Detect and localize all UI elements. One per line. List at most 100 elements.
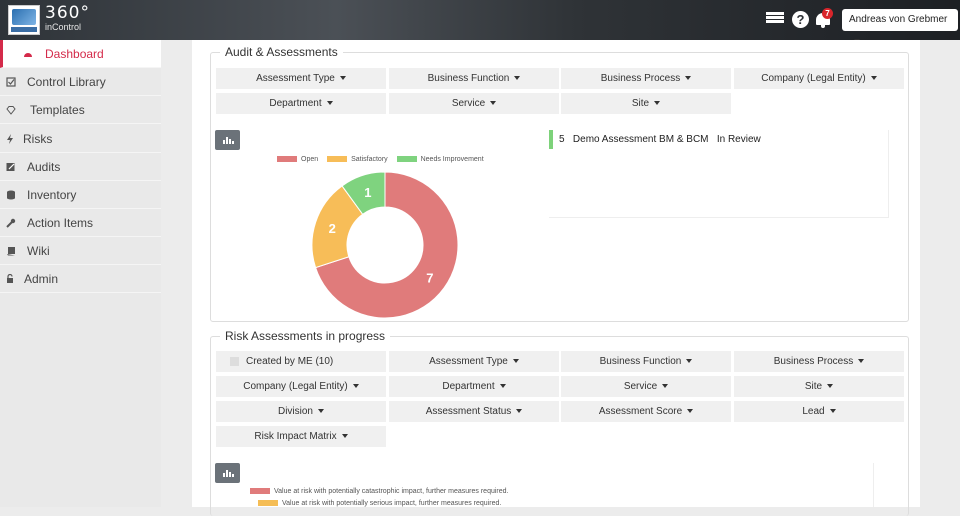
- donut-slice-needs-improvement[interactable]: [341, 171, 386, 215]
- filter-label: Site: [804, 381, 823, 392]
- sidebar-item-risks[interactable]: Risks: [0, 125, 161, 153]
- caret-icon: [687, 409, 694, 414]
- risk-filter-business-process[interactable]: Business Process: [734, 351, 904, 372]
- risk-section: Risk Assessments in progress: [210, 329, 909, 516]
- filter-department[interactable]: Department: [216, 93, 386, 114]
- wrench-icon: [6, 218, 16, 228]
- dashboard-icon: [24, 53, 32, 57]
- risk-filter-division[interactable]: Division: [216, 401, 386, 422]
- filter-label: Business Process: [773, 356, 854, 367]
- checkbox[interactable]: [230, 356, 239, 366]
- caret-icon: [326, 101, 333, 106]
- status-donut-chart: 7 2 1: [311, 171, 459, 319]
- caret-icon: [339, 76, 346, 81]
- filter-label: Company (Legal Entity): [243, 381, 348, 392]
- assessment-status: In Review: [716, 134, 761, 145]
- caret-icon: [499, 384, 506, 389]
- filter-label: Service: [623, 381, 658, 392]
- filter-label: Service: [451, 98, 486, 109]
- sidebar-item-wiki[interactable]: Wiki: [0, 237, 161, 265]
- caret-icon: [829, 409, 836, 414]
- risk-chart-toggle-button[interactable]: [215, 463, 240, 483]
- brand: 360° inControl: [45, 4, 90, 32]
- filter-label: Business Process: [600, 73, 681, 84]
- filter-label: Assessment Type: [429, 356, 508, 367]
- legend-item-satisfactory: Satisfactory: [327, 156, 388, 163]
- assessment-item[interactable]: 5 Demo Assessment BM & BCM In Review: [559, 134, 761, 145]
- sidebar-item-control-library[interactable]: Control Library: [0, 68, 161, 96]
- risk-filter-site[interactable]: Site: [734, 376, 904, 397]
- sidebar-item-inventory[interactable]: Inventory: [0, 181, 161, 209]
- risk-filter-department[interactable]: Department: [389, 376, 559, 397]
- filter-label: Business Function: [427, 73, 510, 84]
- risk-filter-business-function[interactable]: Business Function: [561, 351, 731, 372]
- filter-label: Department: [442, 381, 495, 392]
- donut-label-needs-improvement: 1: [364, 185, 371, 200]
- status-indicator: [549, 130, 553, 149]
- sidebar-item-admin[interactable]: Admin: [0, 265, 161, 293]
- risk-filter-lead[interactable]: Lead: [734, 401, 904, 422]
- risk-legend-item-serious: Value at risk with potentially serious i…: [258, 500, 501, 507]
- filter-label: Division: [277, 406, 313, 417]
- chart-toggle-button[interactable]: [215, 130, 240, 150]
- sidebar-item-templates[interactable]: Templates: [0, 96, 161, 124]
- user-name: Andreas von Grebmer: [849, 14, 948, 25]
- filter-label: Assessment Score: [598, 406, 683, 417]
- sidebar-item-label: Admin: [24, 272, 59, 286]
- legend-item-open: Open: [277, 156, 318, 163]
- sidebar-item-label: Wiki: [27, 244, 50, 258]
- sidebar-item-label: Risks: [23, 132, 53, 146]
- sidebar: Dashboard Control Library Templates Risk…: [0, 40, 161, 507]
- assessment-id: 5: [559, 134, 565, 145]
- caret-icon: [858, 359, 865, 364]
- filter-label: Department: [269, 98, 322, 109]
- sidebar-item-label: Audits: [27, 160, 61, 174]
- filter-site[interactable]: Site: [561, 93, 731, 114]
- database-icon: [7, 190, 15, 200]
- caret-icon: [514, 76, 521, 81]
- sidebar-item-action-items[interactable]: Action Items: [0, 209, 161, 237]
- legend-item-needs-improvement: Needs Improvement: [396, 156, 484, 163]
- sidebar-item-label: Control Library: [27, 75, 106, 89]
- assessment-list: 5 Demo Assessment BM & BCM In Review: [549, 130, 889, 218]
- risk-filter-assessment-type[interactable]: Assessment Type: [389, 351, 559, 372]
- caret-icon: [490, 101, 497, 106]
- filter-business-process[interactable]: Business Process: [561, 68, 731, 89]
- lock-icon: [7, 274, 13, 283]
- sidebar-item-audits[interactable]: Audits: [0, 153, 161, 181]
- edit-icon: [6, 163, 15, 171]
- sidebar-item-dashboard[interactable]: Dashboard: [0, 40, 161, 68]
- sidebar-item-label: Action Items: [27, 216, 94, 230]
- filter-label: Business Function: [599, 356, 682, 367]
- user-menu-button[interactable]: Andreas von Grebmer: [842, 9, 958, 44]
- filter-assessment-type[interactable]: Assessment Type: [216, 68, 386, 89]
- list-icon[interactable]: [766, 12, 784, 27]
- caret-icon: [870, 76, 877, 81]
- risk-filter-assessment-status[interactable]: Assessment Status: [389, 401, 559, 422]
- filter-label: Lead: [802, 406, 825, 417]
- checkbox-label: Created by ME (10): [246, 356, 334, 367]
- top-bar: 360° inControl ? 7 Andreas von Grebmer: [0, 0, 960, 44]
- filter-service[interactable]: Service: [389, 93, 559, 114]
- caret-icon: [341, 434, 348, 439]
- filter-label: Site: [631, 98, 650, 109]
- risk-filter-risk-impact-matrix[interactable]: Risk Impact Matrix: [216, 426, 386, 447]
- filter-business-function[interactable]: Business Function: [389, 68, 559, 89]
- chart-legend: Open Satisfactory Needs Improvement: [277, 156, 484, 163]
- logo[interactable]: [8, 5, 40, 35]
- risk-filter-company[interactable]: Company (Legal Entity): [216, 376, 386, 397]
- help-icon[interactable]: ?: [792, 11, 809, 28]
- donut-slice-open[interactable]: [314, 171, 459, 319]
- filter-label: Risk Impact Matrix: [254, 431, 337, 442]
- checkbox-icon: [6, 77, 16, 87]
- notification-badge: 7: [822, 8, 833, 19]
- risk-legend-item-catastrophic: Value at risk with potentially catastrop…: [250, 488, 508, 495]
- filter-company[interactable]: Company (Legal Entity): [734, 68, 904, 89]
- created-by-me-checkbox[interactable]: Created by ME (10): [216, 351, 386, 372]
- risk-filter-service[interactable]: Service: [561, 376, 731, 397]
- risk-filter-assessment-score[interactable]: Assessment Score: [561, 401, 731, 422]
- brand-subtitle: inControl: [45, 22, 82, 32]
- caret-icon: [512, 359, 519, 364]
- dashboard-panel: Audit & Assessments Assessment Type Busi…: [192, 40, 920, 516]
- diamond-icon: [6, 106, 16, 115]
